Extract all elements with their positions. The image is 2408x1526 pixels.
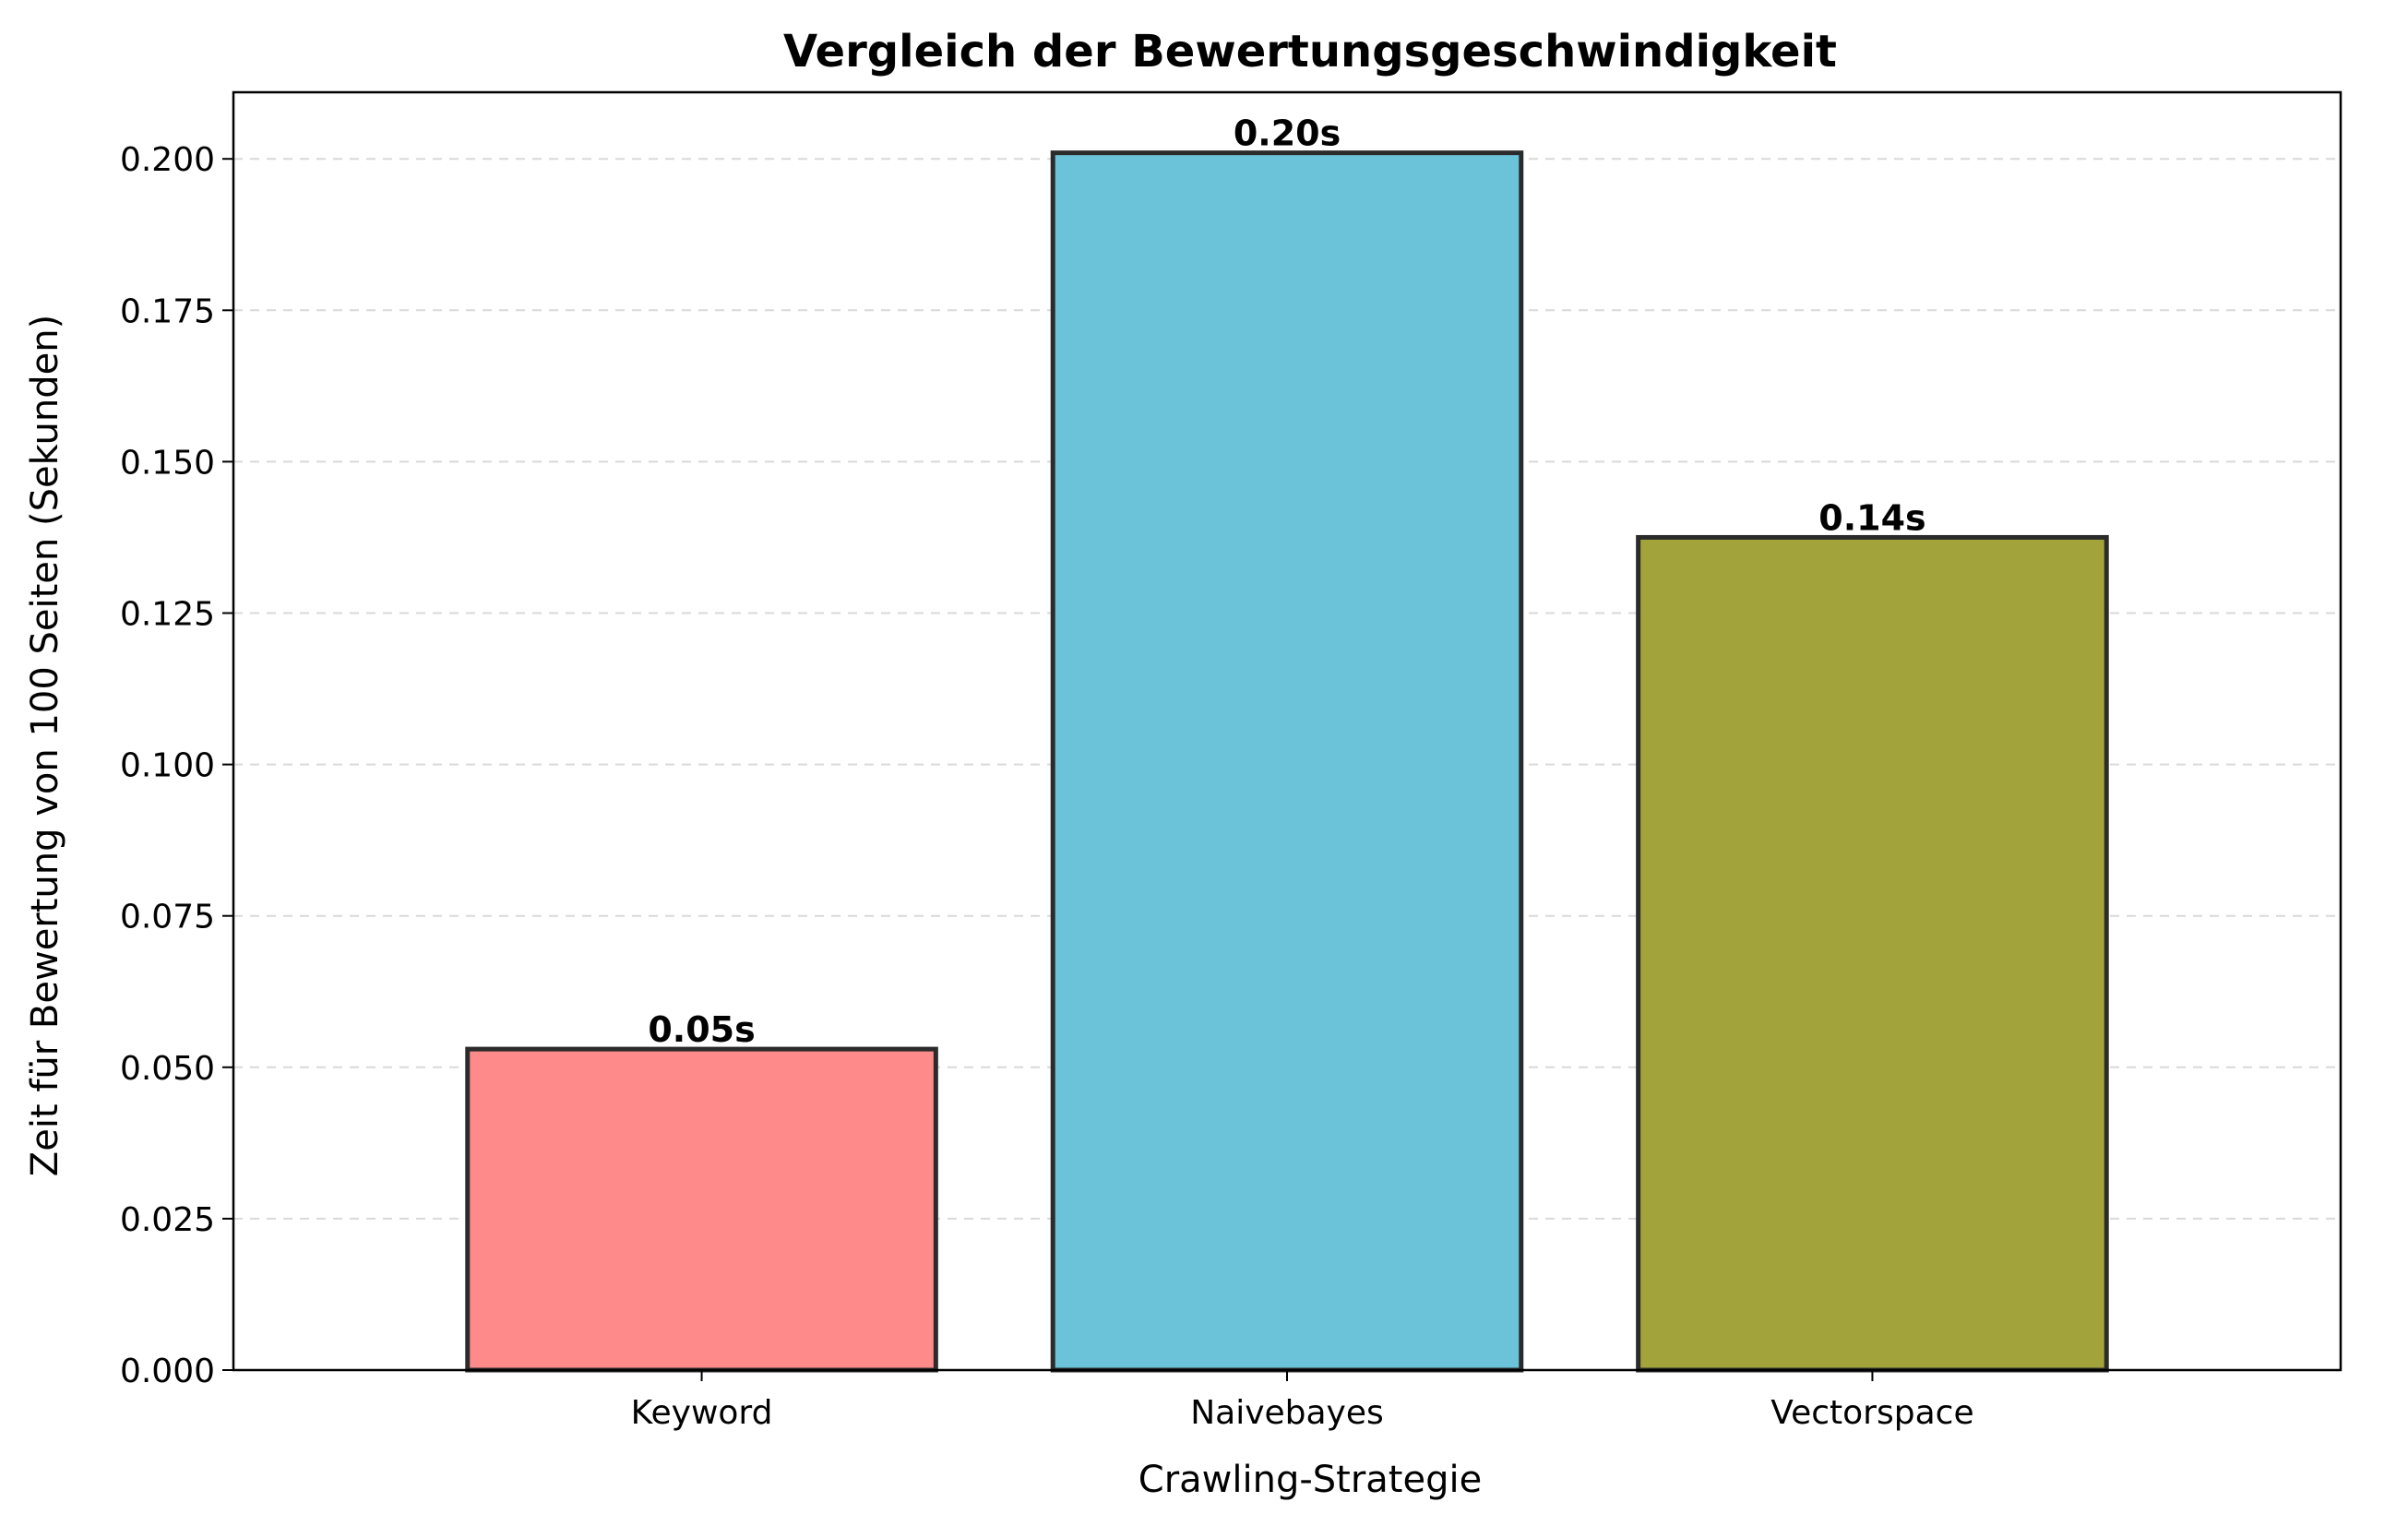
- x-tick-label: Vectorspace: [1770, 1394, 1973, 1432]
- bars-layer: [465, 150, 2109, 1373]
- bar-data-label: 0.20s: [1234, 113, 1341, 154]
- y-tick-label: 0.100: [120, 747, 215, 785]
- bar-data-label: 0.14s: [1818, 497, 1925, 538]
- y-tick-label: 0.150: [120, 444, 215, 482]
- x-tick-label: Keyword: [631, 1394, 773, 1432]
- y-tick-label: 0.200: [120, 141, 215, 179]
- y-tick-label: 0.050: [120, 1050, 215, 1088]
- bar: [1050, 150, 1524, 1373]
- axes-layer: 0.000 0.025 0.050 0.075 0.100 0.125 0.150 0.175…: [120, 90, 2342, 1432]
- bar-data-label: 0.05s: [648, 1009, 755, 1050]
- chart-title: Vergleich der Bewertungsgeschwindigkeit: [783, 26, 1837, 77]
- x-axis-label: Crawling-Strategie: [1138, 1459, 1482, 1501]
- y-tick-label: 0.175: [120, 292, 215, 330]
- bar: [465, 1046, 938, 1373]
- bar: [1636, 534, 2109, 1373]
- x-tick-label: Naivebayes: [1190, 1394, 1384, 1432]
- y-axis-label: Zeit für Bewertung von 100 Seiten (Sekun…: [24, 315, 66, 1176]
- y-tick-label: 0.000: [120, 1353, 215, 1390]
- y-tick-label: 0.125: [120, 596, 215, 634]
- data-labels-layer: 0.05s 0.20s 0.14s: [648, 113, 1925, 1050]
- plot-frame: [232, 90, 2342, 1372]
- y-tick-label: 0.025: [120, 1201, 215, 1239]
- y-tick-label: 0.075: [120, 899, 215, 936]
